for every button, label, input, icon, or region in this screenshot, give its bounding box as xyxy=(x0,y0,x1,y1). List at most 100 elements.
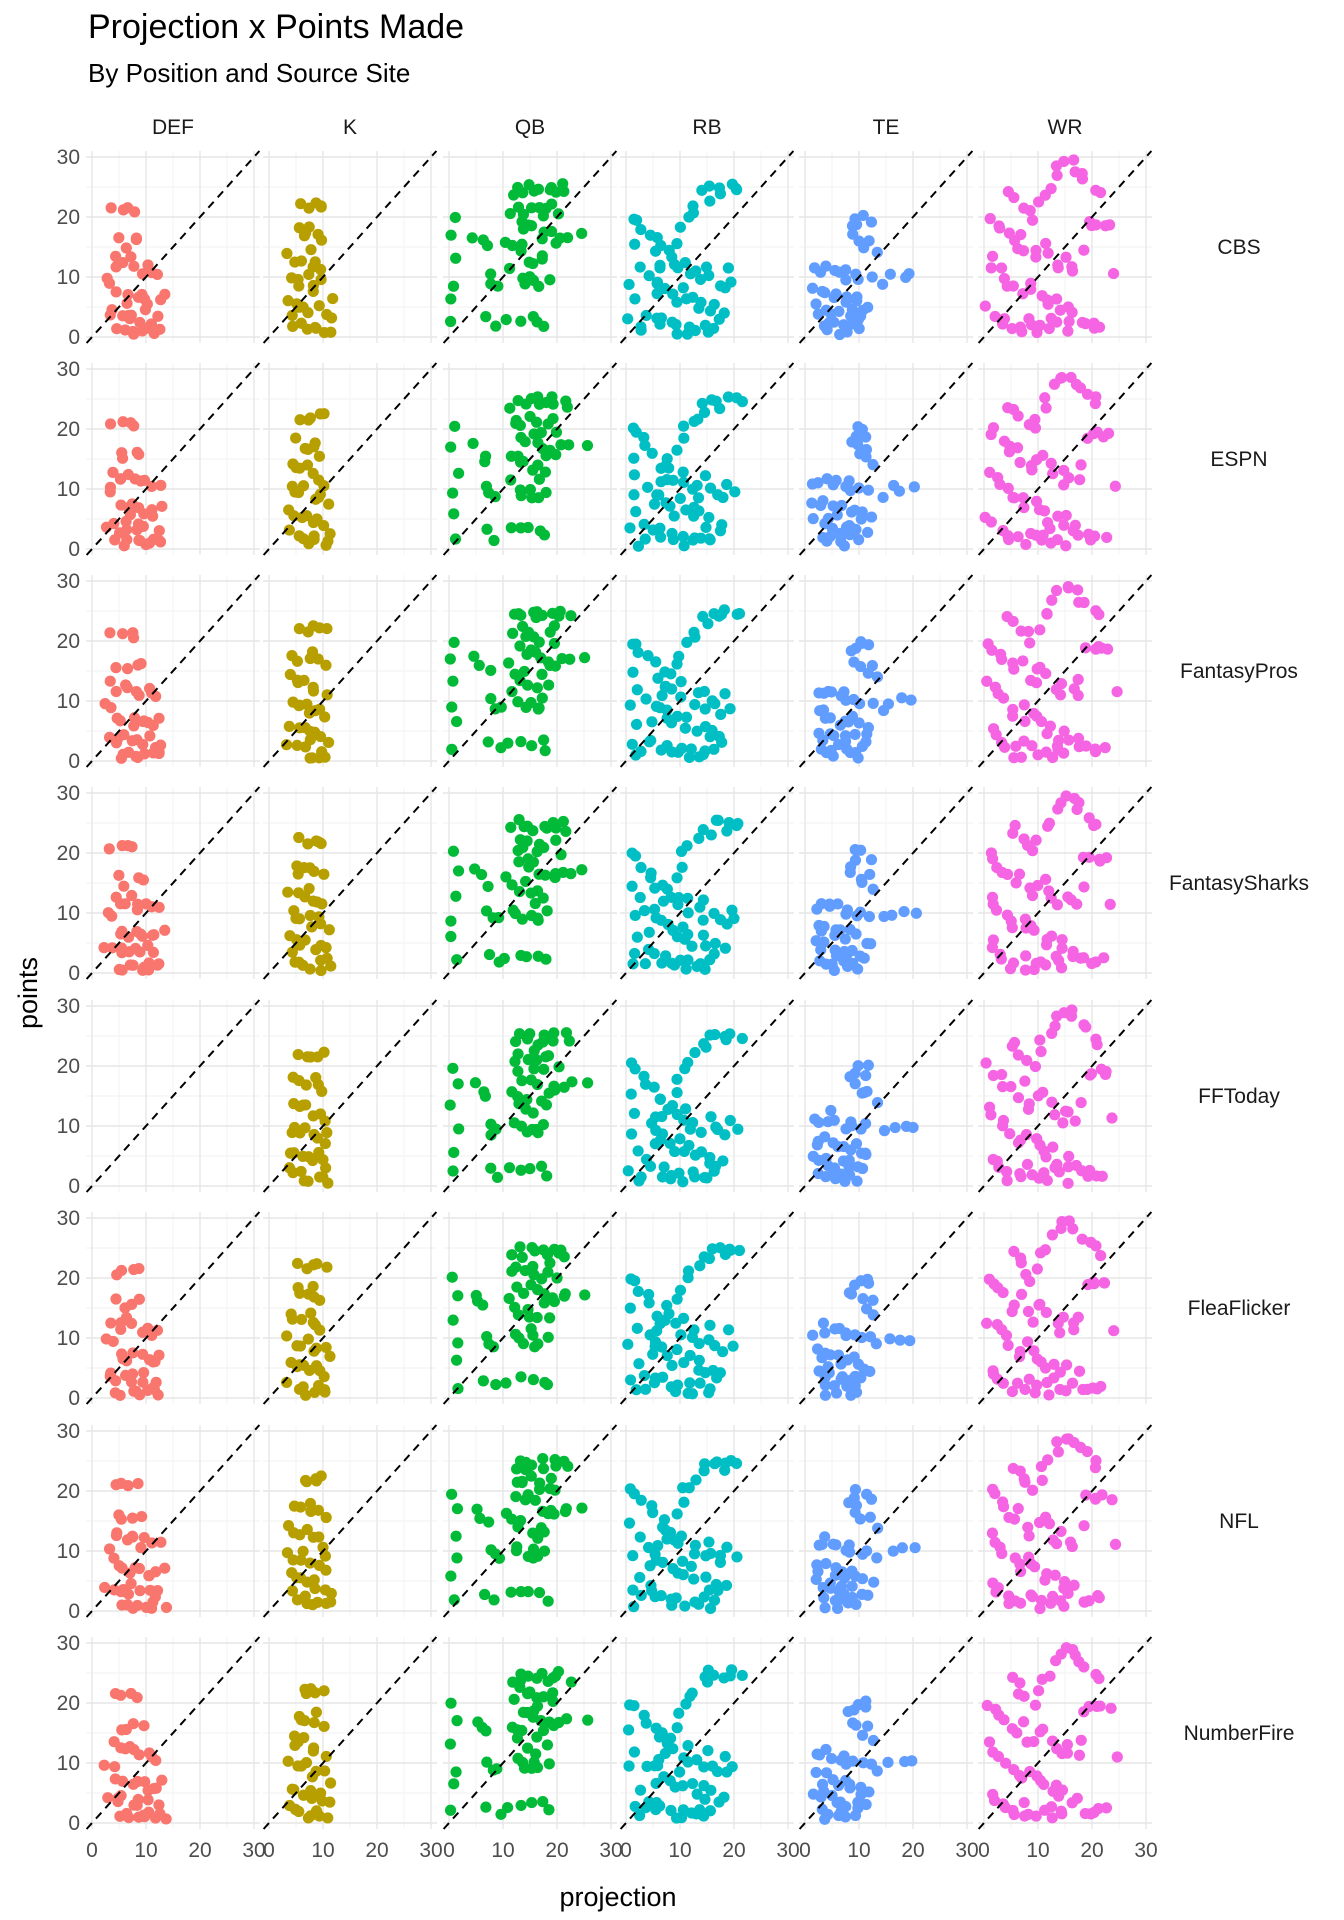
data-point xyxy=(989,1488,1001,1500)
data-point xyxy=(688,1573,700,1585)
data-point xyxy=(634,1571,646,1584)
data-point xyxy=(139,304,151,316)
data-point xyxy=(471,1503,483,1515)
data-point xyxy=(628,1746,641,1758)
data-point xyxy=(1094,1700,1106,1712)
data-point xyxy=(810,298,822,310)
data-point xyxy=(703,511,715,524)
data-point xyxy=(849,1484,862,1496)
y-tick-label: 20 xyxy=(57,1055,80,1078)
data-point xyxy=(989,310,1001,323)
facet-panel xyxy=(262,1211,438,1405)
data-point xyxy=(134,316,146,329)
data-point xyxy=(514,1681,526,1694)
data-point xyxy=(871,1096,884,1109)
data-point xyxy=(839,1811,852,1823)
data-point xyxy=(629,909,641,922)
data-point xyxy=(998,1714,1010,1726)
data-point xyxy=(1060,1385,1072,1397)
data-point xyxy=(822,1808,834,1820)
reference-line xyxy=(977,1211,1153,1405)
data-point xyxy=(686,1117,699,1129)
data-point xyxy=(871,1552,883,1564)
data-point xyxy=(320,942,332,954)
data-point xyxy=(1015,1288,1028,1300)
facet-panel xyxy=(85,150,261,344)
data-point xyxy=(322,1812,334,1824)
data-point xyxy=(148,929,160,941)
data-point xyxy=(819,1327,831,1339)
data-point xyxy=(987,1069,999,1082)
reference-line xyxy=(262,362,438,556)
data-point xyxy=(661,1299,673,1312)
x-tick-label: 20 xyxy=(722,1839,745,1862)
data-point xyxy=(854,1513,866,1525)
reference-line xyxy=(262,1211,438,1405)
data-point xyxy=(515,736,527,748)
data-point xyxy=(1075,1734,1087,1746)
data-point xyxy=(1063,472,1075,484)
data-point xyxy=(547,412,559,425)
facet-panel xyxy=(442,999,618,1193)
data-point xyxy=(126,889,138,902)
data-point xyxy=(125,1317,138,1329)
data-point xyxy=(679,1103,692,1115)
data-point xyxy=(689,1046,701,1059)
data-point xyxy=(1046,1229,1058,1241)
data-point xyxy=(507,627,519,639)
data-point xyxy=(708,298,720,311)
data-point xyxy=(736,1669,748,1682)
data-point xyxy=(506,1513,518,1525)
data-point xyxy=(468,650,480,662)
data-point xyxy=(288,1784,300,1796)
data-point xyxy=(864,1365,876,1378)
data-point xyxy=(815,898,827,910)
data-point xyxy=(317,1541,329,1553)
reference-line xyxy=(619,1424,795,1618)
data-point xyxy=(716,519,728,531)
data-point xyxy=(319,1115,331,1127)
data-point xyxy=(646,716,658,728)
data-point xyxy=(683,751,696,764)
reference-line xyxy=(262,1424,438,1618)
data-point xyxy=(549,660,562,672)
data-point xyxy=(862,526,874,539)
x-tick-label: 20 xyxy=(365,1839,388,1862)
data-point xyxy=(1023,1530,1035,1542)
data-point xyxy=(725,276,737,288)
reference-line xyxy=(442,1211,618,1405)
data-point xyxy=(1080,740,1092,752)
x-tick-label: 30 xyxy=(1134,1839,1157,1862)
data-point xyxy=(1082,1170,1094,1182)
data-point xyxy=(856,1331,868,1344)
facet-panel xyxy=(977,1211,1153,1405)
data-point xyxy=(650,1111,662,1123)
data-point xyxy=(118,729,130,741)
data-point xyxy=(1046,1812,1058,1824)
data-point xyxy=(662,1103,674,1115)
data-point xyxy=(817,495,829,507)
data-point xyxy=(859,1117,872,1130)
data-point xyxy=(670,1592,682,1604)
data-point xyxy=(687,200,699,212)
data-point xyxy=(678,1496,690,1508)
data-point xyxy=(668,510,680,522)
facet-panel xyxy=(798,999,974,1193)
data-point xyxy=(630,1384,642,1396)
data-point xyxy=(736,396,748,408)
data-point xyxy=(673,1707,685,1719)
data-point xyxy=(672,898,684,911)
data-point xyxy=(679,722,691,734)
data-point xyxy=(151,268,163,281)
reference-line xyxy=(85,1211,261,1405)
data-point xyxy=(903,268,915,280)
data-point xyxy=(104,486,116,498)
data-point xyxy=(673,1167,685,1179)
data-point xyxy=(544,274,556,286)
data-point xyxy=(871,1765,883,1777)
data-point xyxy=(631,1322,643,1334)
data-point xyxy=(657,1556,669,1568)
data-point xyxy=(1007,1804,1019,1817)
data-point xyxy=(490,1123,502,1135)
data-point xyxy=(160,1813,172,1825)
